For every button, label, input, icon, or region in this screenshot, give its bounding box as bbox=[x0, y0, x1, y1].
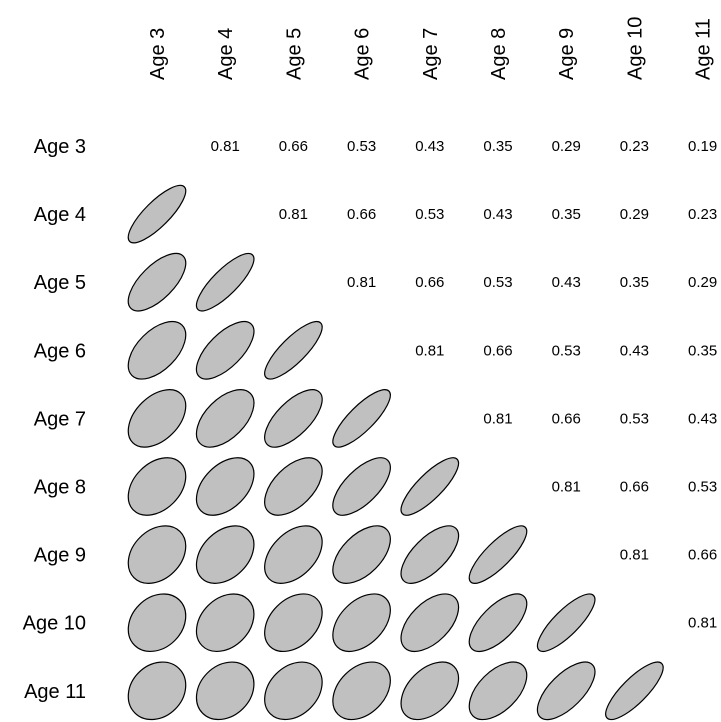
correlation-ellipse-age-11-age-6 bbox=[332, 661, 391, 721]
correlation-ellipse-age-8-age-4 bbox=[195, 457, 255, 516]
correlation-ellipse-age-6-age-5 bbox=[264, 320, 323, 380]
correlation-ellipse-age-11-age-9 bbox=[536, 661, 596, 721]
row-labels: Age 3 Age 4 Age 5 Age 6 Age 7 Age 8 Age 9 Age 1… bbox=[23, 136, 86, 703]
row-label-age-11: Age 11 bbox=[24, 681, 86, 703]
column-label-age-5: Age 5 bbox=[283, 28, 305, 80]
correlation-value-age-6-age-10: 0.43 bbox=[620, 342, 649, 359]
correlation-value-age-3-age-5: 0.66 bbox=[279, 138, 308, 155]
correlation-ellipse-age-7-age-3 bbox=[127, 389, 187, 448]
correlation-ellipse-age-8-age-7 bbox=[400, 457, 460, 516]
correlation-ellipse-age-7-age-4 bbox=[195, 389, 255, 448]
row-label-age-5: Age 5 bbox=[34, 272, 86, 294]
correlation-ellipse-age-6-age-3 bbox=[127, 320, 187, 380]
column-label-age-11: Age 11 bbox=[693, 18, 715, 80]
correlation-ellipse-age-11-age-4 bbox=[195, 661, 255, 721]
correlation-ellipse-age-8-age-5 bbox=[264, 457, 323, 516]
correlation-ellipse-age-8-age-6 bbox=[332, 457, 391, 516]
row-label-age-10: Age 10 bbox=[23, 613, 86, 635]
correlation-ellipse-age-5-age-4 bbox=[195, 252, 255, 312]
matrix-cells: 0.81 0.66 0.53 0.43 0.35 0.29 0.23 0.19 0.81 0.66… bbox=[127, 138, 717, 721]
correlation-ellipse-age-10-age-7 bbox=[400, 593, 460, 653]
correlation-value-age-4-age-10: 0.29 bbox=[620, 206, 649, 223]
correlation-value-age-4-age-7: 0.53 bbox=[415, 206, 444, 223]
correlation-value-age-6-age-9: 0.53 bbox=[552, 342, 581, 359]
correlation-ellipse-age-11-age-10 bbox=[605, 661, 664, 721]
column-labels: Age 3 Age 4 Age 5 Age 6 Age 7 Age 8 Age 9 Age 1… bbox=[147, 17, 715, 80]
correlation-value-age-10-age-11: 0.81 bbox=[688, 615, 717, 632]
correlation-value-age-7-age-10: 0.53 bbox=[620, 410, 649, 427]
correlation-value-age-3-age-7: 0.43 bbox=[415, 138, 444, 155]
correlation-value-age-5-age-11: 0.29 bbox=[688, 274, 717, 291]
correlation-value-age-5-age-8: 0.53 bbox=[483, 274, 512, 291]
correlation-value-age-7-age-11: 0.43 bbox=[688, 410, 717, 427]
correlation-ellipse-age-9-age-3 bbox=[127, 525, 187, 584]
correlation-value-age-3-age-8: 0.35 bbox=[483, 138, 512, 155]
correlation-ellipse-age-10-age-6 bbox=[332, 593, 391, 653]
correlation-value-age-3-age-4: 0.81 bbox=[211, 138, 240, 155]
correlation-value-age-3-age-6: 0.53 bbox=[347, 138, 376, 155]
correlation-ellipse-age-10-age-9 bbox=[536, 593, 596, 653]
correlation-value-age-8-age-9: 0.81 bbox=[552, 479, 581, 496]
correlation-ellipse-age-11-age-3 bbox=[127, 661, 187, 721]
column-label-age-8: Age 8 bbox=[488, 28, 510, 80]
correlation-value-age-4-age-11: 0.23 bbox=[688, 206, 717, 223]
correlation-value-age-5-age-6: 0.81 bbox=[347, 274, 376, 291]
correlation-ellipse-age-10-age-3 bbox=[127, 593, 187, 653]
correlation-ellipse-age-10-age-8 bbox=[468, 593, 528, 653]
correlation-ellipse-age-10-age-4 bbox=[195, 593, 255, 653]
correlation-value-age-7-age-9: 0.66 bbox=[552, 410, 581, 427]
correlation-ellipse-age-9-age-8 bbox=[468, 525, 528, 584]
correlation-ellipse-age-4-age-3 bbox=[127, 184, 187, 244]
correlation-ellipse-age-10-age-5 bbox=[264, 593, 323, 653]
correlation-value-age-8-age-11: 0.53 bbox=[688, 479, 717, 496]
correlation-ellipse-age-11-age-8 bbox=[468, 661, 528, 721]
correlation-ellipse-age-9-age-5 bbox=[264, 525, 323, 584]
correlation-value-age-6-age-11: 0.35 bbox=[688, 342, 717, 359]
row-label-age-9: Age 9 bbox=[34, 545, 86, 567]
correlation-value-age-5-age-9: 0.43 bbox=[552, 274, 581, 291]
correlation-value-age-9-age-11: 0.66 bbox=[688, 547, 717, 564]
correlation-value-age-3-age-10: 0.23 bbox=[620, 138, 649, 155]
correlation-value-age-7-age-8: 0.81 bbox=[483, 410, 512, 427]
correlation-value-age-4-age-8: 0.43 bbox=[483, 206, 512, 223]
correlation-value-age-4-age-9: 0.35 bbox=[552, 206, 581, 223]
row-label-age-7: Age 7 bbox=[34, 408, 86, 430]
row-label-age-6: Age 6 bbox=[34, 340, 86, 362]
correlation-ellipse-age-5-age-3 bbox=[127, 252, 187, 312]
correlation-ellipse-age-7-age-5 bbox=[264, 389, 323, 448]
column-label-age-3: Age 3 bbox=[147, 28, 169, 80]
column-label-age-4: Age 4 bbox=[215, 28, 237, 80]
correlation-ellipse-age-7-age-6 bbox=[332, 389, 391, 448]
row-label-age-4: Age 4 bbox=[34, 204, 86, 226]
correlation-value-age-9-age-10: 0.81 bbox=[620, 547, 649, 564]
correlation-value-age-5-age-10: 0.35 bbox=[620, 274, 649, 291]
column-label-age-10: Age 10 bbox=[624, 17, 646, 80]
correlation-value-age-4-age-6: 0.66 bbox=[347, 206, 376, 223]
column-label-age-7: Age 7 bbox=[420, 28, 442, 80]
column-label-age-6: Age 6 bbox=[352, 28, 374, 80]
row-label-age-8: Age 8 bbox=[34, 477, 86, 499]
correlation-ellipse-age-9-age-7 bbox=[400, 525, 460, 584]
correlation-ellipse-age-8-age-3 bbox=[127, 457, 187, 516]
correlation-value-age-6-age-7: 0.81 bbox=[415, 342, 444, 359]
correlation-ellipse-age-11-age-7 bbox=[400, 661, 460, 721]
column-label-age-9: Age 9 bbox=[556, 28, 578, 80]
correlation-value-age-3-age-9: 0.29 bbox=[552, 138, 581, 155]
correlation-value-age-4-age-5: 0.81 bbox=[279, 206, 308, 223]
correlation-value-age-3-age-11: 0.19 bbox=[688, 138, 717, 155]
correlation-ellipse-age-6-age-4 bbox=[195, 320, 255, 380]
correlation-ellipse-age-9-age-6 bbox=[332, 525, 391, 584]
correlation-value-age-6-age-8: 0.66 bbox=[483, 342, 512, 359]
correlation-ellipse-age-9-age-4 bbox=[195, 525, 255, 584]
row-label-age-3: Age 3 bbox=[34, 136, 86, 158]
correlation-ellipse-age-11-age-5 bbox=[264, 661, 323, 721]
correlation-value-age-5-age-7: 0.66 bbox=[415, 274, 444, 291]
correlation-value-age-8-age-10: 0.66 bbox=[620, 479, 649, 496]
